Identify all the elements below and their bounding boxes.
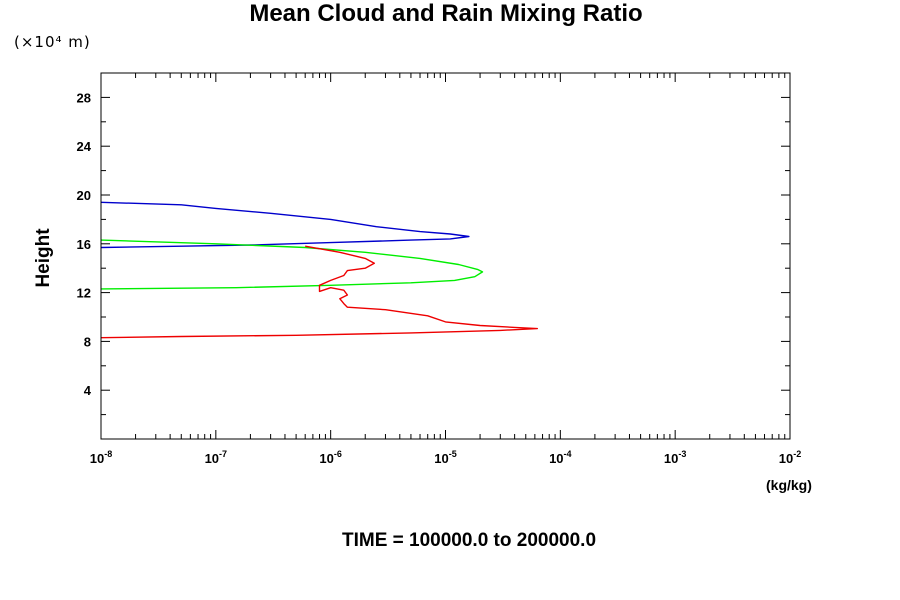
x-tick-label-exponent: -3 xyxy=(678,449,686,459)
y-tick-label: 20 xyxy=(77,188,91,203)
x-tick-label-base: 10 xyxy=(205,451,219,466)
y-tick-label: 16 xyxy=(77,237,91,252)
y-tick-label: 8 xyxy=(84,334,91,349)
y-tick-label: 28 xyxy=(77,90,91,105)
y-scale-note: (×10⁴ m) xyxy=(14,33,91,51)
x-tick-label-exponent: -5 xyxy=(449,449,457,459)
tick-layer xyxy=(100,73,790,439)
x-tick-label-exponent: -2 xyxy=(793,449,801,459)
x-tick-label-exponent: -6 xyxy=(334,449,342,459)
x-tick-label: 10-6 xyxy=(319,449,341,466)
x-tick-label: 10-2 xyxy=(779,449,801,466)
x-tick-label-base: 10 xyxy=(434,451,448,466)
x-tick-label: 10-3 xyxy=(664,449,686,466)
x-tick-label-exponent: -8 xyxy=(104,449,112,459)
x-axis-unit-label: (kg/kg) xyxy=(766,477,812,493)
series-line xyxy=(100,245,538,339)
x-tick-label-base: 10 xyxy=(90,451,104,466)
x-tick-label-base: 10 xyxy=(549,451,563,466)
series-layer xyxy=(100,201,538,339)
series-line xyxy=(100,201,470,249)
x-tick-label-base: 10 xyxy=(779,451,793,466)
y-tick-label: 24 xyxy=(77,139,92,154)
plot-frame xyxy=(100,72,791,440)
x-tick-label: 10-4 xyxy=(549,449,571,466)
x-tick-label-exponent: -7 xyxy=(219,449,227,459)
y-tick-label: 12 xyxy=(77,286,91,301)
x-tick-label-base: 10 xyxy=(319,451,333,466)
series-line xyxy=(100,239,484,290)
y-tick-label: 4 xyxy=(84,383,92,398)
x-tick-label-exponent: -4 xyxy=(564,449,572,459)
time-range-caption: TIME = 100000.0 to 200000.0 xyxy=(341,530,597,551)
x-tick-label: 10-7 xyxy=(205,449,227,466)
x-tick-label: 10-5 xyxy=(434,449,456,466)
x-tick-label-base: 10 xyxy=(664,451,678,466)
chart-title: Mean Cloud and Rain Mixing Ratio xyxy=(249,0,643,27)
x-tick-label: 10-8 xyxy=(90,449,112,466)
